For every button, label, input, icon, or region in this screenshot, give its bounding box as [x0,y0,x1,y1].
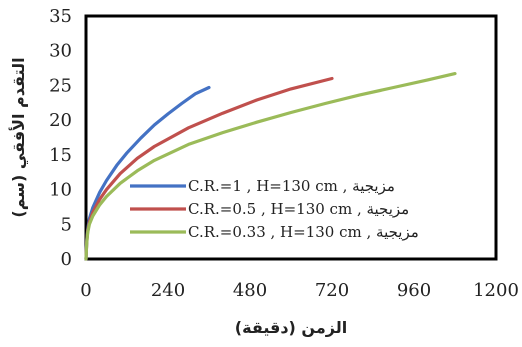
y-tick-label: 25 [49,75,72,96]
y-tick-label: 15 [49,145,72,166]
plot-frame [84,14,498,261]
legend-label-2: C.R.=0.5 , H=130 cm , مزيجية [188,200,409,218]
legend: C.R.=1 , H=130 cm , مزيجية C.R.=0.5 , H=1… [130,177,419,241]
y-axis-title: التقدم الأفقي (سم) [9,57,29,217]
x-tick-label: 0 [80,280,91,301]
y-tick-labels: 0 5 10 15 20 25 30 35 [49,6,72,270]
x-axis-title: الزمن (دقيقة) [235,318,347,337]
x-tick-label: 720 [315,280,349,301]
series-line-3 [84,71,457,261]
y-tick-label: 30 [49,41,72,62]
x-tick-label: 240 [151,280,185,301]
y-tick-label: 5 [61,214,72,235]
y-tick-label: 20 [49,110,72,131]
series-layer [84,71,457,261]
legend-label-1: C.R.=1 , H=130 cm , مزيجية [188,177,395,195]
x-tick-label: 1200 [473,280,519,301]
x-tick-label: 960 [397,280,431,301]
legend-label-3: C.R.=0.33 , H=130 cm , مزيجية [188,223,419,241]
y-tick-label: 35 [49,6,72,27]
x-tick-label: 480 [233,280,267,301]
y-tick-label: 0 [61,249,72,270]
x-tick-labels: 0 240 480 720 960 1200 [80,280,519,301]
y-tick-label: 10 [49,180,72,201]
